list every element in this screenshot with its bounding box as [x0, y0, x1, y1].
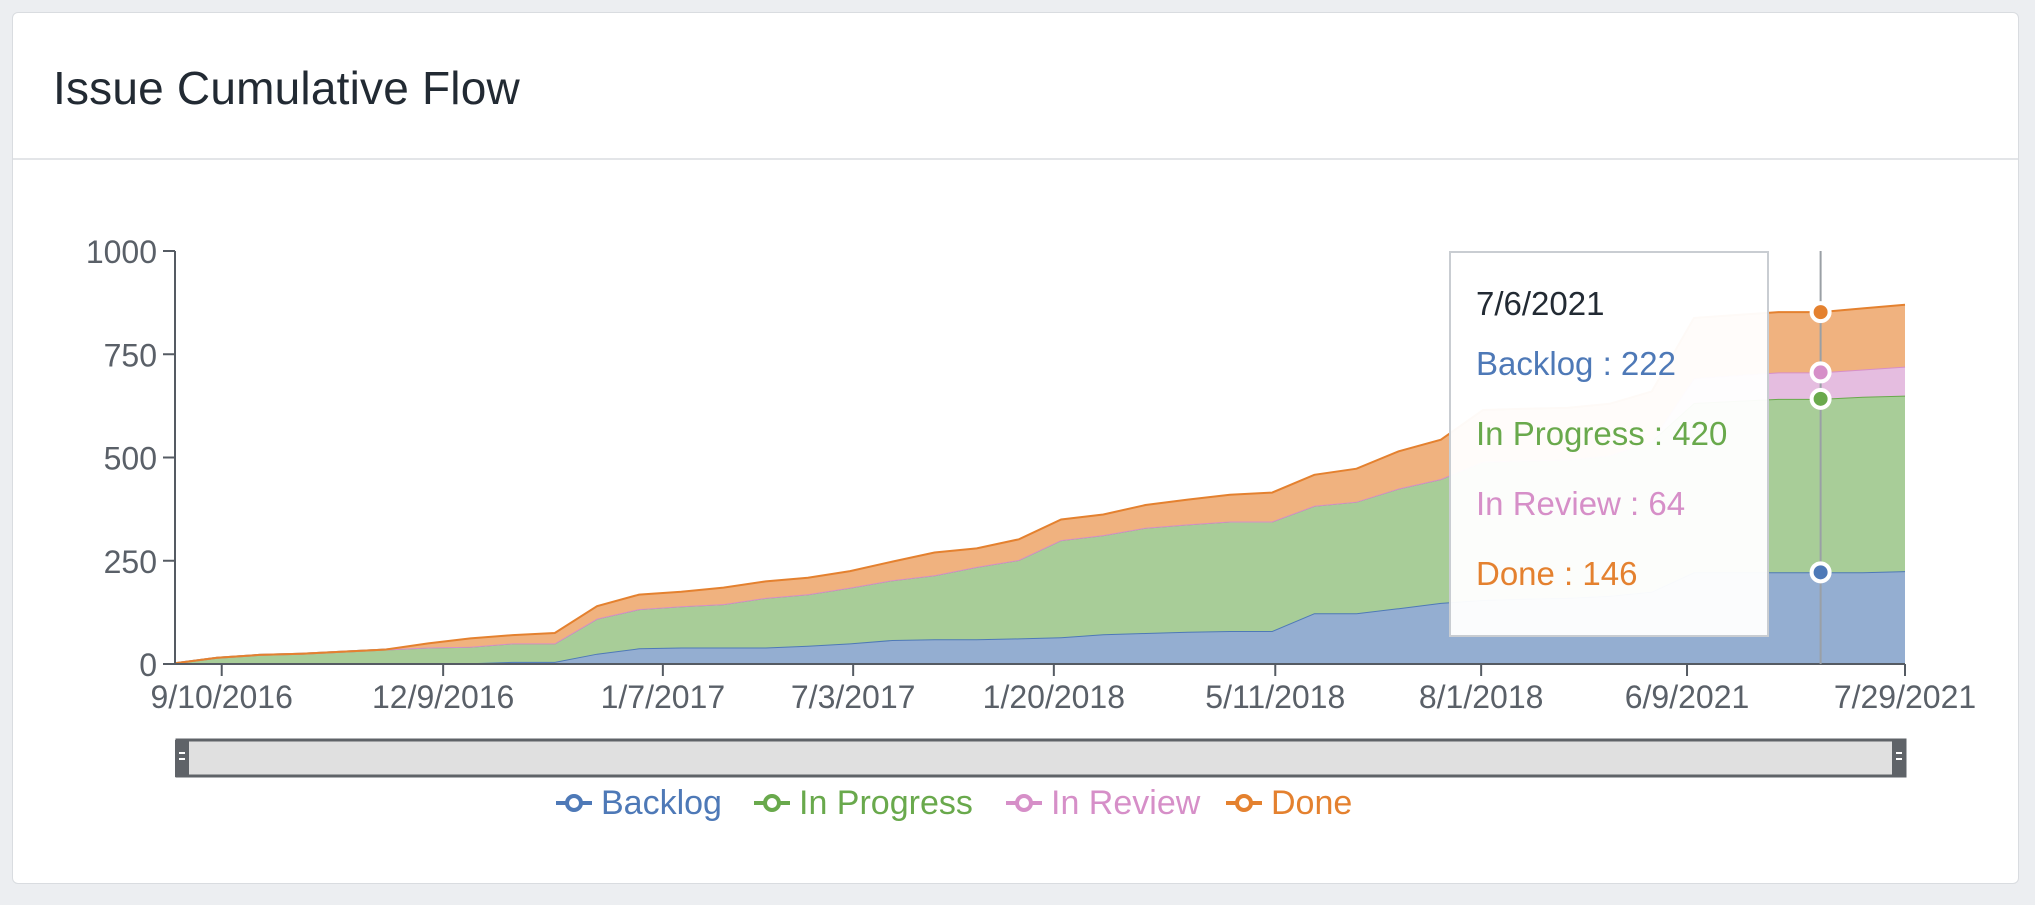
page-title: Issue Cumulative Flow — [53, 62, 520, 114]
x-tick-label: 1/20/2018 — [983, 679, 1125, 715]
legend-item-in-review[interactable]: In Review — [1006, 784, 1201, 822]
legend-marker-backlog — [565, 794, 583, 812]
tooltip-line-inreview: In Review : 64 — [1476, 485, 1685, 522]
x-tick-label: 5/11/2018 — [1205, 679, 1345, 715]
tooltip-line-backlog: Backlog : 222 — [1476, 345, 1676, 382]
legend-label-backlog: Backlog — [601, 784, 722, 822]
tooltip: 7/6/2021 Backlog : 222 In Progress : 420 In… — [1449, 251, 1769, 637]
legend-marker-in-progress — [763, 794, 781, 812]
legend-marker-in-review — [1015, 794, 1033, 812]
x-tick-label: 7/3/2017 — [791, 679, 916, 715]
x-tick-label: 9/10/2016 — [151, 679, 293, 715]
y-tick-label: 0 — [139, 647, 157, 683]
x-tick-label: 1/7/2017 — [601, 679, 726, 715]
x-tick-label: 6/9/2021 — [1625, 679, 1750, 715]
hover-point-done — [1809, 301, 1832, 324]
x-tick-label: 12/9/2016 — [372, 679, 514, 715]
legend-item-in-progress[interactable]: In Progress — [754, 784, 973, 822]
tooltip-date: 7/6/2021 — [1476, 285, 1604, 322]
legend-marker-done — [1235, 794, 1253, 812]
y-tick-label: 750 — [104, 337, 157, 373]
legend-label-in-progress: In Progress — [799, 784, 973, 822]
y-tick-label: 250 — [104, 544, 157, 580]
tooltip-box — [1449, 251, 1769, 637]
y-tick-label: 1000 — [86, 234, 157, 270]
x-tick-label: 7/29/2021 — [1834, 679, 1976, 715]
tooltip-line-inprogress: In Progress : 420 — [1476, 415, 1727, 452]
legend-label-done: Done — [1271, 784, 1352, 822]
legend: Backlog In Progress In Review Done — [556, 784, 1352, 822]
hover-point-backlog — [1809, 561, 1832, 584]
legend-item-done[interactable]: Done — [1226, 784, 1352, 822]
area-backlog — [175, 571, 1905, 664]
x-tick-label: 8/1/2018 — [1419, 679, 1544, 715]
y-tick-label: 500 — [104, 441, 157, 477]
legend-item-backlog[interactable]: Backlog — [556, 784, 722, 822]
range-slider-track[interactable] — [175, 738, 1907, 778]
hover-point-in-review — [1809, 361, 1832, 384]
tooltip-line-done: Done : 146 — [1476, 555, 1637, 592]
range-slider[interactable] — [175, 738, 1907, 778]
hover-point-in-progress — [1809, 387, 1832, 410]
card-header: Issue Cumulative Flow — [13, 13, 2018, 160]
legend-label-in-review: In Review — [1051, 784, 1201, 822]
